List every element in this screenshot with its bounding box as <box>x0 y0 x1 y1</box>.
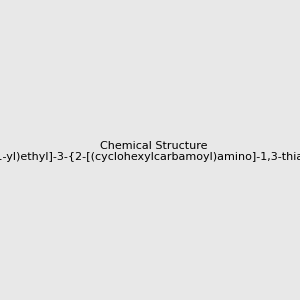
Text: Chemical Structure
N-[2-(cyclohex-1-en-1-yl)ethyl]-3-{2-[(cyclohexylcarbamoyl)am: Chemical Structure N-[2-(cyclohex-1-en-1… <box>0 141 300 162</box>
